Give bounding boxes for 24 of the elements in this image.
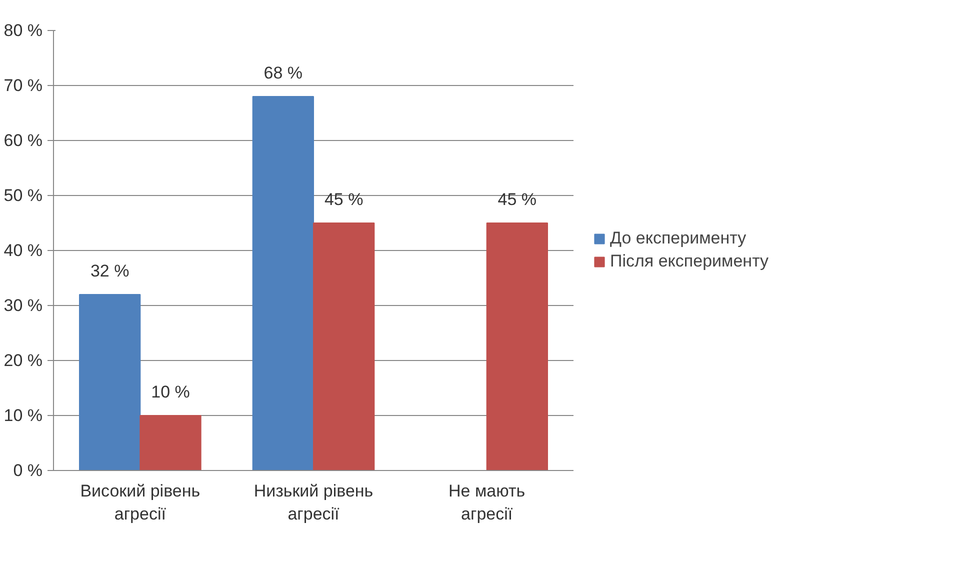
- data-label: 45 %: [324, 190, 364, 209]
- y-tick-label: 70 %: [4, 76, 42, 95]
- x-tick-label: Високий рівень агресії: [80, 482, 200, 524]
- legend-label: Після експерименту: [610, 252, 769, 272]
- bar: [486, 222, 548, 470]
- y-tick-label: 10 %: [4, 406, 42, 425]
- y-tick-label: 60 %: [4, 131, 42, 150]
- y-tick-label: 30 %: [4, 296, 42, 315]
- data-label: 45 %: [498, 190, 537, 209]
- data-label: 68 %: [264, 64, 303, 82]
- data-label: 32 %: [90, 262, 130, 280]
- x-tick-label: Не мають агресії: [448, 482, 526, 524]
- bar: [313, 222, 375, 470]
- y-tick-label: 40 %: [4, 241, 42, 260]
- y-tick-label: 80 %: [4, 21, 42, 40]
- data-label: 10 %: [151, 382, 190, 402]
- legend-label: До експерименту: [610, 228, 746, 248]
- y-tick-label: 20 %: [4, 351, 42, 370]
- bar: [140, 415, 202, 470]
- y-tick-label: 0 %: [13, 461, 43, 480]
- x-tick-label: Низький рівень агресії: [254, 482, 374, 524]
- bar: [79, 294, 141, 470]
- bar: [252, 96, 314, 470]
- y-tick-label: 50 %: [4, 186, 42, 205]
